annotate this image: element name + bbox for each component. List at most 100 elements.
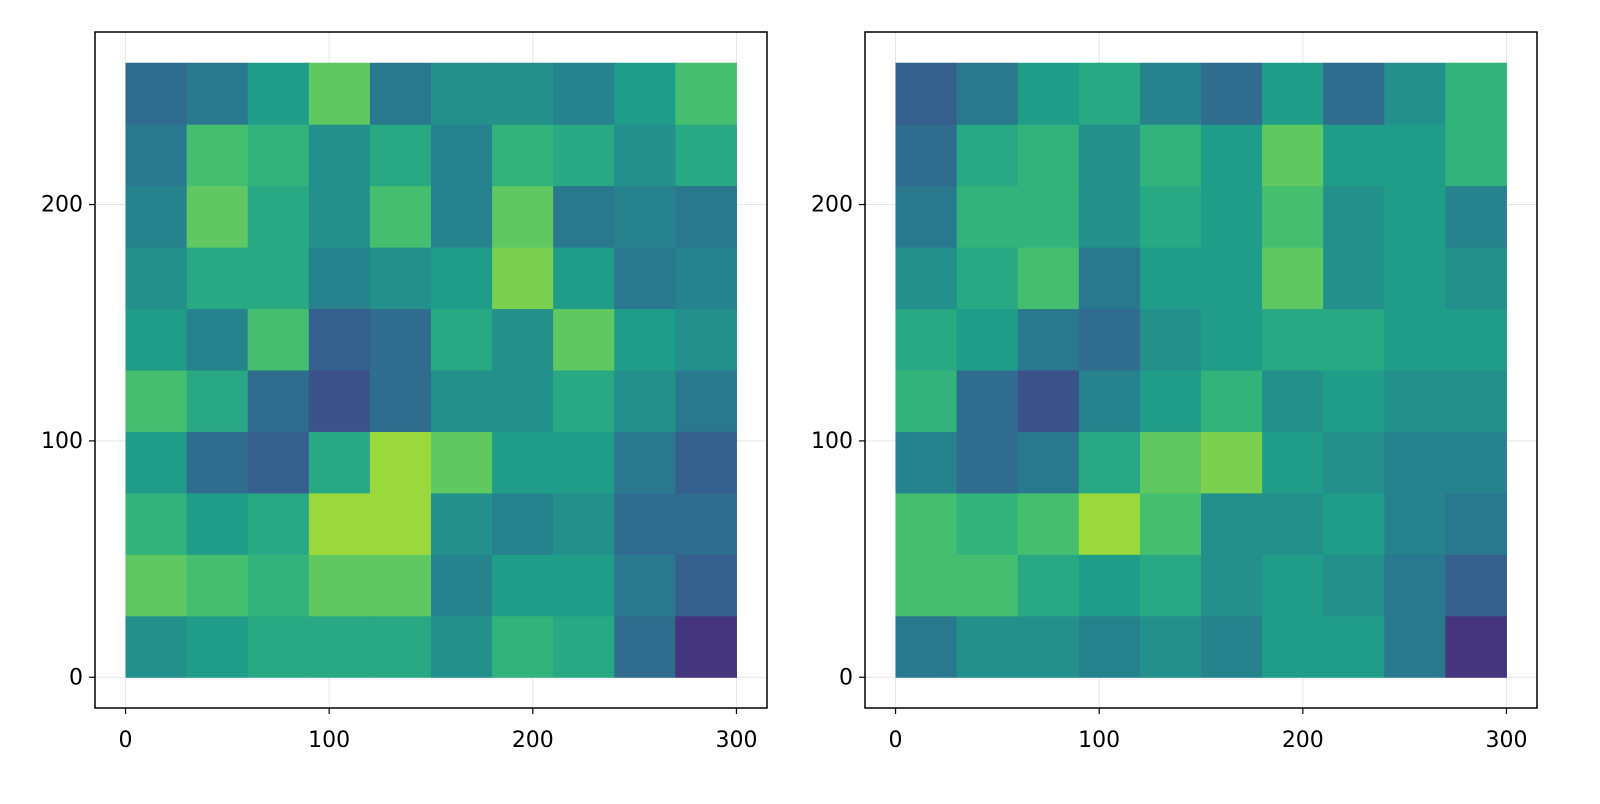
heatmap-cell [1078,247,1141,310]
x-tick-label: 0 [119,728,133,753]
x-tick-label: 100 [308,728,350,753]
heatmap-cell [186,554,249,617]
heatmap-cell [308,431,371,494]
heatmap-cell [369,615,432,678]
heatmap-cell [1323,247,1385,310]
heatmap-cell [1384,247,1446,310]
heatmap-cell [1078,308,1141,371]
heatmap-cell [1078,124,1141,187]
heatmap-cell [431,554,493,617]
heatmap-cell [1139,370,1202,432]
heatmap-cell [369,370,432,432]
heatmap-cell [431,308,493,371]
heatmap-cell [1323,124,1385,187]
heatmap-cell [553,124,615,187]
heatmap-cell [1078,185,1141,248]
heatmap-cell [675,308,737,371]
heatmap-cell [1262,247,1324,310]
heatmap-cell [1323,554,1385,617]
heatmap-cell [125,62,188,125]
heatmap-cell [247,615,310,678]
heatmap-cell [1017,308,1080,371]
heatmap-cell [956,185,1019,248]
heatmap-cell [1262,554,1324,617]
y-tick-label: 200 [811,193,853,218]
x-tick-label: 100 [1078,728,1120,753]
heatmap-cell [614,62,676,125]
heatmap-cell [186,431,249,494]
heatmap-cell [369,124,432,187]
heatmap-cell [1139,492,1202,555]
heatmap-cell [1201,308,1263,371]
heatmap-cell [675,185,737,248]
heatmap-cell [1384,124,1446,187]
heatmap-cell [186,492,249,555]
heatmap-cell [1078,554,1141,617]
heatmap-cell [1262,185,1324,248]
heatmap-cell [1323,62,1385,125]
heatmap-cell [614,492,676,555]
heatmap-cell [431,370,493,432]
y-tick-label: 100 [41,429,83,454]
heatmap-cell [431,62,493,125]
x-tick-label: 300 [1485,728,1527,753]
heatmap-cell [125,431,188,494]
heatmap-cell [614,308,676,371]
heatmap-cell [1384,308,1446,371]
heatmap-cell [895,492,958,555]
heatmap-cell [1384,492,1446,555]
heatmap-cell [614,431,676,494]
heatmap-cell [125,185,188,248]
heatmap-cell [1017,370,1080,432]
heatmap-cell [675,492,737,555]
heatmap-cell [186,247,249,310]
y-tick-label: 0 [839,665,853,690]
heatmap-cell [553,615,615,678]
heatmap-cell [1323,370,1385,432]
heatmap-cell [247,370,310,432]
y-tick-label: 0 [69,665,83,690]
heatmap-cell [553,492,615,555]
heatmap-cell [614,185,676,248]
heatmap-cell [553,431,615,494]
heatmap-cell [1445,492,1507,555]
heatmap-cell [1323,308,1385,371]
heatmap-cell [1078,492,1141,555]
heatmap-cell [247,431,310,494]
heatmap-cell [1384,615,1446,678]
heatmap-cell [125,124,188,187]
heatmap-cell [1017,615,1080,678]
heatmap-cell [956,615,1019,678]
heatmap-cell [1201,62,1263,125]
heatmap-cell [492,185,554,248]
heatmap-cell [1262,431,1324,494]
heatmap-cell [1078,431,1141,494]
heatmap-cell [492,492,554,555]
heatmap-cell [1201,247,1263,310]
heatmap-cell [1017,247,1080,310]
heatmap-cell [1201,370,1263,432]
heatmap-cell [308,185,371,248]
heatmap-cell [614,370,676,432]
heatmap-cell [1139,124,1202,187]
heatmap-cell [431,431,493,494]
heatmap-cell [369,62,432,125]
heatmap-cell [1078,615,1141,678]
heatmap-cell [1017,431,1080,494]
heatmap-cell [308,247,371,310]
heatmap-cell [553,62,615,125]
heatmap-cell [553,370,615,432]
heatmap-cell [431,615,493,678]
heatmap-cell [125,370,188,432]
heatmap-cell [1201,431,1263,494]
heatmap-cell [308,62,371,125]
heatmap-cell [1139,431,1202,494]
heatmap-cell [247,554,310,617]
heatmap-cell [675,370,737,432]
x-tick-label: 300 [715,728,757,753]
heatmap-cell [956,308,1019,371]
heatmap-cell [553,554,615,617]
heatmap-cell [125,615,188,678]
heatmap-cell [369,185,432,248]
